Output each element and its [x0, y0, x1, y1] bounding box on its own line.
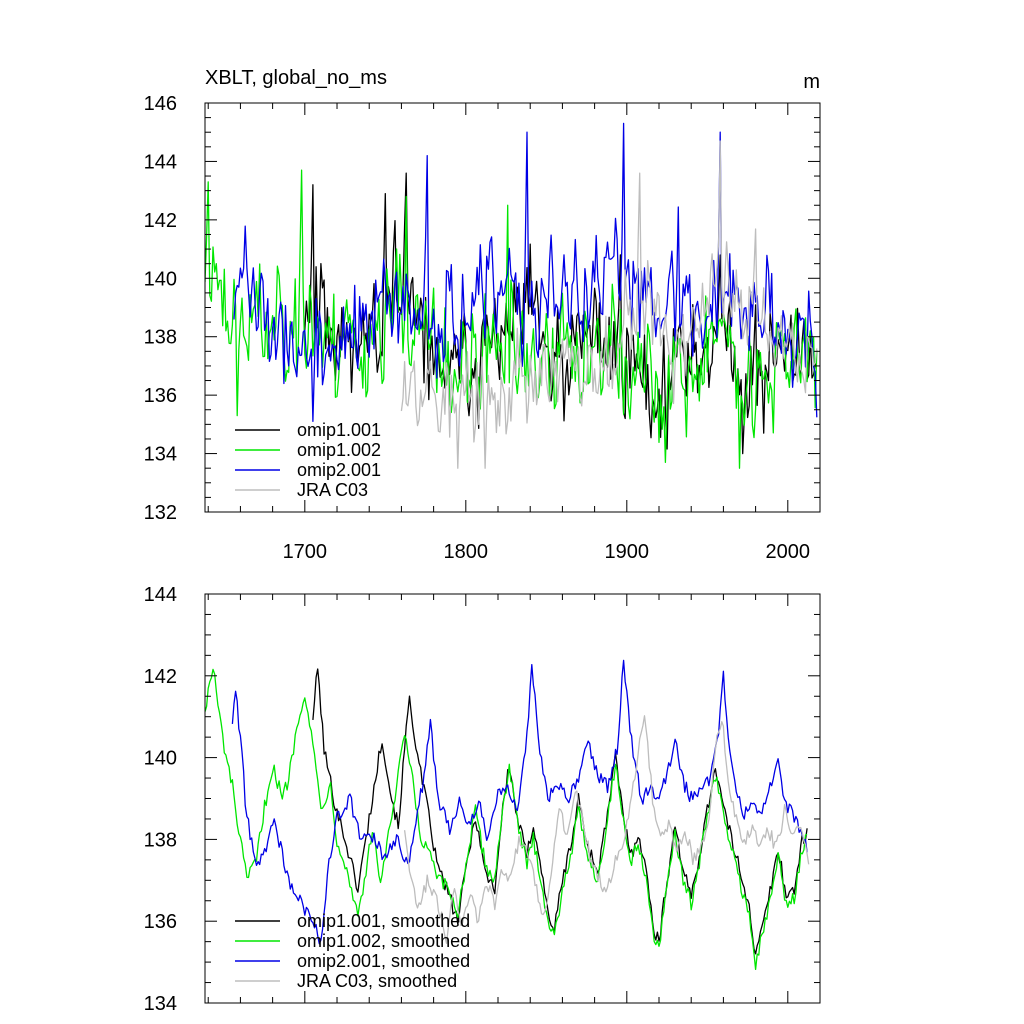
top-panel-raw: 1700 1800 1900 2000 132 134 136 138 140 142 144 146…	[144, 93, 821, 563]
y-tick-label: 142	[144, 210, 177, 232]
legend-label: omip1.001, smoothed	[297, 911, 470, 931]
units-label: m	[803, 71, 820, 93]
legend-label: omip2.001	[297, 460, 381, 480]
y-tick-label: 146	[144, 93, 177, 115]
y-tick-label: 132	[144, 502, 177, 524]
series-lines	[205, 659, 810, 971]
legend-label: JRA C03, smoothed	[297, 971, 457, 991]
x-tick-label: 1800	[444, 541, 489, 563]
x-tick-label: 2000	[766, 541, 811, 563]
legend-label: omip2.001, smoothed	[297, 951, 470, 971]
chart-title: XBLT, global_no_ms	[205, 67, 387, 89]
series-line-jra-c03-smoothed	[403, 715, 810, 944]
y-tick-label: 138	[144, 829, 177, 851]
legend-label: JRA C03	[297, 480, 368, 500]
y-tick-label: 140	[144, 268, 177, 290]
y-tick-label: 142	[144, 666, 177, 688]
legend-label: omip1.002, smoothed	[297, 931, 470, 951]
y-tick-label: 134	[144, 444, 177, 466]
x-tick-label: 1900	[605, 541, 650, 563]
y-tick-label: 136	[144, 911, 177, 933]
y-tick-label: 134	[144, 993, 177, 1015]
x-tick-label: 1700	[283, 541, 328, 563]
y-tick-label: 138	[144, 327, 177, 349]
series-line-omip2-001-smoothed	[231, 659, 808, 945]
y-tick-label: 144	[144, 151, 177, 173]
legend-label: omip1.001	[297, 420, 381, 440]
series-lines	[205, 122, 818, 469]
series-line-jra-c03	[400, 140, 818, 469]
y-tick-label: 136	[144, 385, 177, 407]
y-tick-label: 140	[144, 748, 177, 770]
series-line-omip1-001-smoothed	[312, 668, 808, 955]
series-line-omip1-002-smoothed	[205, 668, 808, 971]
y-tick-label: 144	[144, 584, 177, 606]
legend-label: omip1.002	[297, 440, 381, 460]
